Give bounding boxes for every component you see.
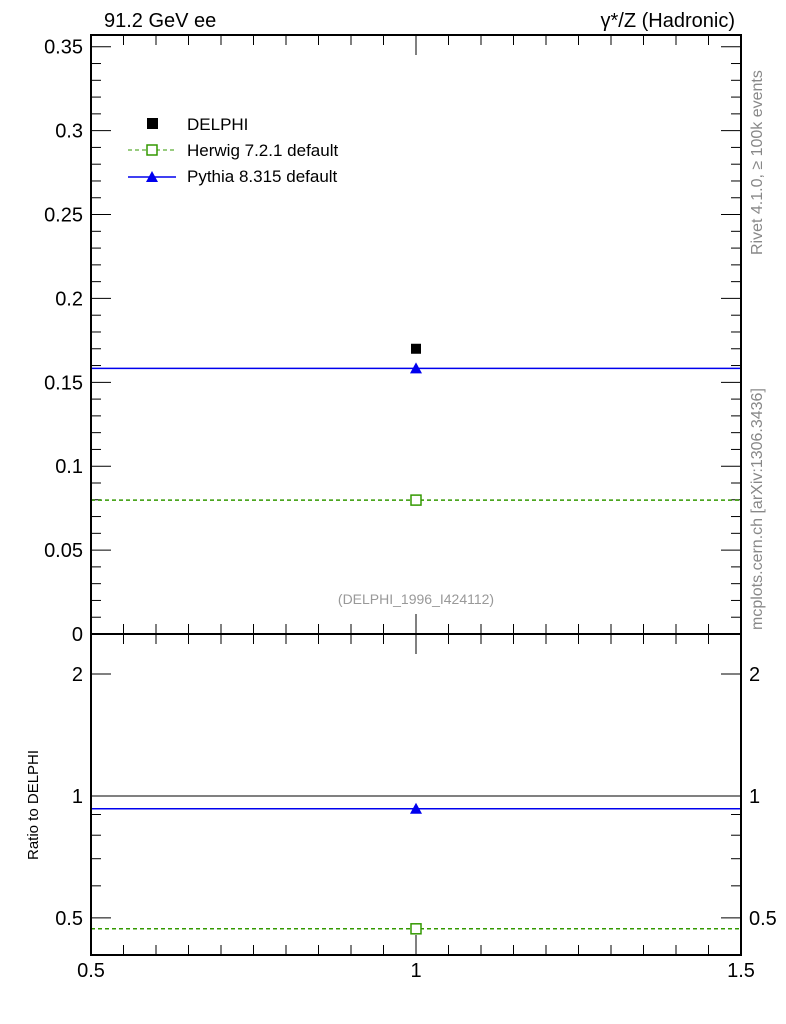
legend-pythia: Pythia 8.315 default [187, 167, 338, 186]
ratio-herwig-point [410, 923, 422, 935]
legend-delphi-marker [147, 118, 158, 129]
x-tick-label: 1 [410, 960, 421, 982]
ratio-ylabel: Ratio to DELPHI [25, 750, 42, 860]
ratio-y-tick-label: 2 [72, 664, 83, 686]
title-right: γ*/Z (Hadronic) [601, 10, 735, 32]
x-tick-label: 1.5 [727, 960, 755, 982]
ratio-frame [90, 633, 742, 956]
ratio-y-tick-label-right: 1 [749, 786, 760, 808]
ratio-pythia-point [410, 802, 422, 814]
mcplots-label: mcplots.cern.ch [arXiv:1306.3436] [749, 388, 766, 630]
main-pythia-point [410, 362, 422, 374]
main-herwig-point [410, 494, 422, 506]
y-tick-label: 0 [72, 624, 83, 646]
legend-herwig-marker [146, 144, 158, 156]
y-tick-label: 0.05 [44, 540, 83, 562]
ratio-y-tick-label: 1 [72, 786, 83, 808]
analysis-label: (DELPHI_1996_I424112) [338, 591, 494, 607]
main-delphi-point [411, 343, 421, 354]
title-left: 91.2 GeV ee [104, 10, 216, 32]
ratio-y-tick-label: 0.5 [55, 908, 83, 930]
y-tick-label: 0.1 [55, 456, 83, 478]
ratio-y-tick-label-right: 0.5 [749, 908, 777, 930]
y-tick-label: 0.25 [44, 205, 83, 227]
y-tick-label: 0.35 [44, 37, 83, 59]
rivet-label: Rivet 4.1.0, ≥ 100k events [749, 70, 766, 255]
legend-pythia-marker [146, 171, 158, 182]
legend-herwig: Herwig 7.2.1 default [187, 141, 338, 160]
x-tick-label: 0.5 [77, 960, 105, 982]
y-tick-label: 0.2 [55, 288, 83, 310]
ratio-y-tick-label-right: 2 [749, 664, 760, 686]
y-tick-label: 0.15 [44, 372, 83, 394]
legend-delphi: DELPHI [187, 115, 248, 134]
legend: DELPHI Herwig 7.2.1 default Pythia 8.315… [128, 115, 338, 186]
y-tick-label: 0.3 [55, 121, 83, 143]
